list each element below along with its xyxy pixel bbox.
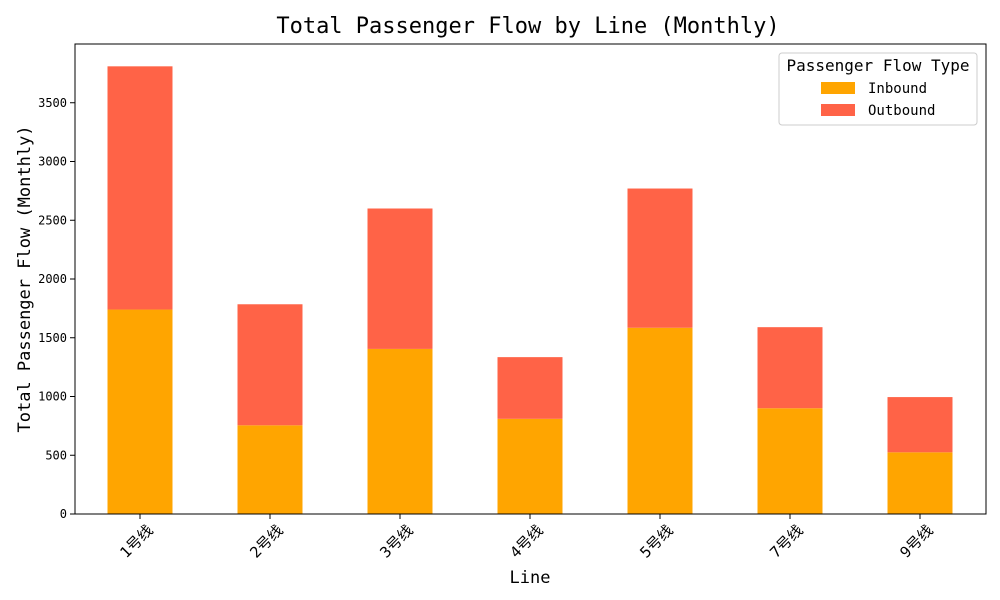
y-tick-label: 0	[60, 507, 67, 521]
y-axis: 0 500 1000 1500 2000 2500 3000 3500	[38, 96, 75, 521]
y-tick-label: 2000	[38, 272, 67, 286]
bar-inbound-3	[367, 348, 433, 514]
legend: Passenger Flow Type Inbound Outbound	[778, 52, 978, 126]
legend-swatch-inbound	[821, 82, 855, 94]
bar-inbound-4	[497, 418, 563, 514]
legend-label-outbound: Outbound	[868, 103, 935, 119]
x-tick-label: 7号线	[766, 521, 806, 561]
y-tick-label: 1500	[38, 331, 67, 345]
bar-outbound-2	[237, 304, 303, 426]
y-axis-label: Total Passenger Flow (Monthly)	[15, 125, 35, 432]
x-axis-label: Line	[510, 568, 551, 588]
bar-inbound-5	[627, 327, 693, 514]
bars-layer	[107, 66, 953, 514]
legend-label-inbound: Inbound	[868, 81, 927, 97]
legend-swatch-outbound	[821, 104, 855, 116]
y-tick-label: 3500	[38, 96, 67, 110]
x-tick-label: 5号线	[636, 521, 676, 561]
x-tick-label: 3号线	[376, 521, 416, 561]
bar-inbound-1	[107, 309, 173, 514]
bar-outbound-6	[757, 327, 823, 409]
x-tick-label: 4号线	[506, 521, 546, 561]
bar-outbound-5	[627, 188, 693, 328]
x-axis: 1号线 2号线 3号线 4号线 5号线 7号线 9号线	[116, 514, 937, 562]
legend-title: Passenger Flow Type	[786, 56, 969, 75]
x-tick-label: 2号线	[246, 521, 286, 561]
bar-inbound-7	[887, 452, 953, 514]
x-tick-label: 9号线	[896, 521, 936, 561]
bar-outbound-3	[367, 208, 433, 349]
bar-inbound-2	[237, 425, 303, 514]
y-tick-label: 500	[45, 448, 67, 462]
bar-outbound-4	[497, 357, 563, 419]
bar-outbound-7	[887, 397, 953, 453]
bar-inbound-6	[757, 408, 823, 514]
y-tick-label: 2500	[38, 213, 67, 227]
bar-outbound-1	[107, 66, 173, 310]
chart-title: Total Passenger Flow by Line (Monthly)	[276, 14, 779, 39]
x-tick-label: 1号线	[116, 521, 156, 561]
y-tick-label: 3000	[38, 155, 67, 169]
plot-frame	[74, 43, 987, 515]
y-tick-label: 1000	[38, 390, 67, 404]
